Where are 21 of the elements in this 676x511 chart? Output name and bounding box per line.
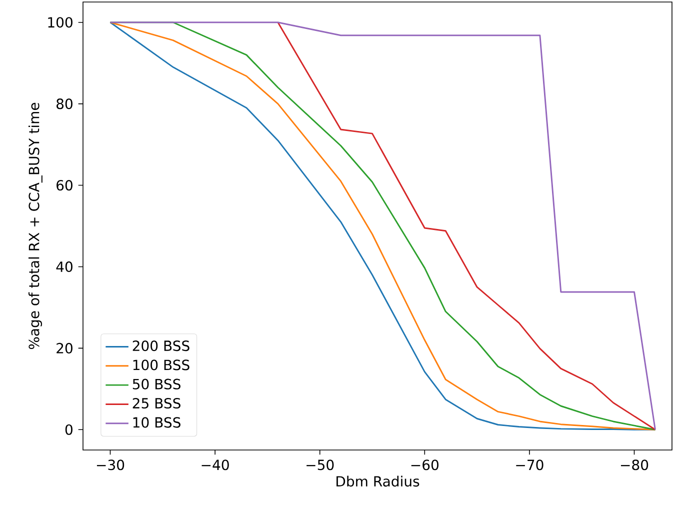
legend-label: 10 BSS	[133, 417, 180, 428]
y-tick-label: 20	[56, 342, 72, 354]
y-tick-label: 60	[56, 180, 72, 191]
x-tick-label: −70	[516, 460, 544, 470]
x-axis-title: Dbm Radius	[336, 476, 420, 487]
line-series	[110, 22, 656, 430]
line-series	[277, 22, 656, 430]
x-tick-label: −80	[620, 460, 648, 470]
legend-label: 200 BSS	[132, 340, 190, 352]
y-tick-label: 0	[65, 424, 72, 435]
x-tick-label: −50	[306, 460, 334, 470]
legend-label: 100 BSS	[133, 360, 190, 370]
y-tick-label: 100	[48, 17, 72, 28]
y-tick-label: 80	[56, 98, 72, 110]
legend-label: 50 BSS	[132, 378, 180, 390]
x-tick-label: −40	[202, 460, 229, 470]
x-tick-label: −30	[96, 460, 124, 470]
x-tick-label: −60	[411, 460, 438, 470]
y-axis-title: %age of total RX + CCA_BUSY time	[28, 102, 42, 350]
legend-label: 25 BSS	[132, 398, 180, 409]
y-tick-label: 40	[56, 261, 72, 272]
